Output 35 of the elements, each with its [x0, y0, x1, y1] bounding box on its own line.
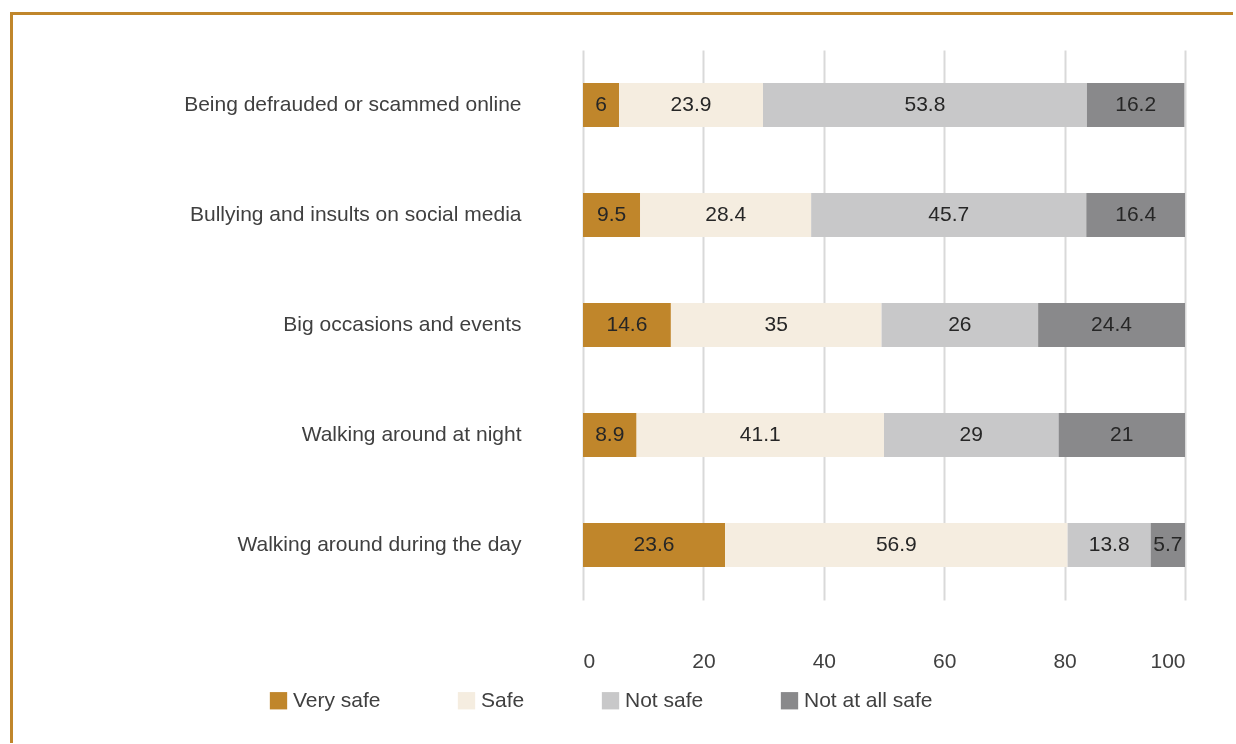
y-tick-label: Walking around during the day [237, 532, 522, 555]
data-label: 21 [1110, 422, 1134, 445]
data-label: 5.7 [1153, 532, 1183, 555]
data-label: 9.5 [596, 202, 627, 225]
x-tick-label: 40 [812, 648, 836, 672]
data-label: 14.6 [606, 312, 648, 335]
data-label: 56.9 [875, 532, 917, 555]
legend-label: Safe [481, 687, 525, 711]
x-tick-label: 0 [583, 648, 596, 672]
data-label: 23.6 [633, 532, 675, 555]
data-label: 45.7 [928, 202, 970, 225]
data-label: 41.1 [739, 422, 781, 445]
data-label: 13.8 [1088, 532, 1130, 555]
data-label: 16.2 [1115, 92, 1157, 115]
x-tick-label: 60 [933, 648, 957, 672]
data-label: 29 [959, 422, 983, 445]
y-tick-label: Being defrauded or scammed online [184, 92, 522, 115]
data-label: 35 [764, 312, 788, 335]
y-tick-label: Walking around at night [301, 422, 522, 445]
legend-label: Not at all safe [804, 687, 933, 711]
x-tick-label: 100 [1150, 648, 1186, 672]
data-label: 6 [595, 92, 607, 115]
x-tick-label: 80 [1053, 648, 1077, 672]
x-tick-label: 20 [692, 648, 716, 672]
data-label: 26 [948, 312, 972, 335]
data-label: 16.4 [1115, 202, 1157, 225]
y-tick-label: Big occasions and events [283, 312, 522, 335]
y-tick-label: Bullying and insults on social media [189, 202, 522, 225]
data-label: 8.9 [595, 422, 625, 445]
data-label: 24.4 [1091, 312, 1133, 335]
data-label: 23.9 [670, 92, 712, 115]
legend-label: Not safe [625, 687, 704, 711]
data-label: 53.8 [904, 92, 946, 115]
legend-label: Very safe [293, 687, 381, 711]
data-label: 28.4 [705, 202, 747, 225]
